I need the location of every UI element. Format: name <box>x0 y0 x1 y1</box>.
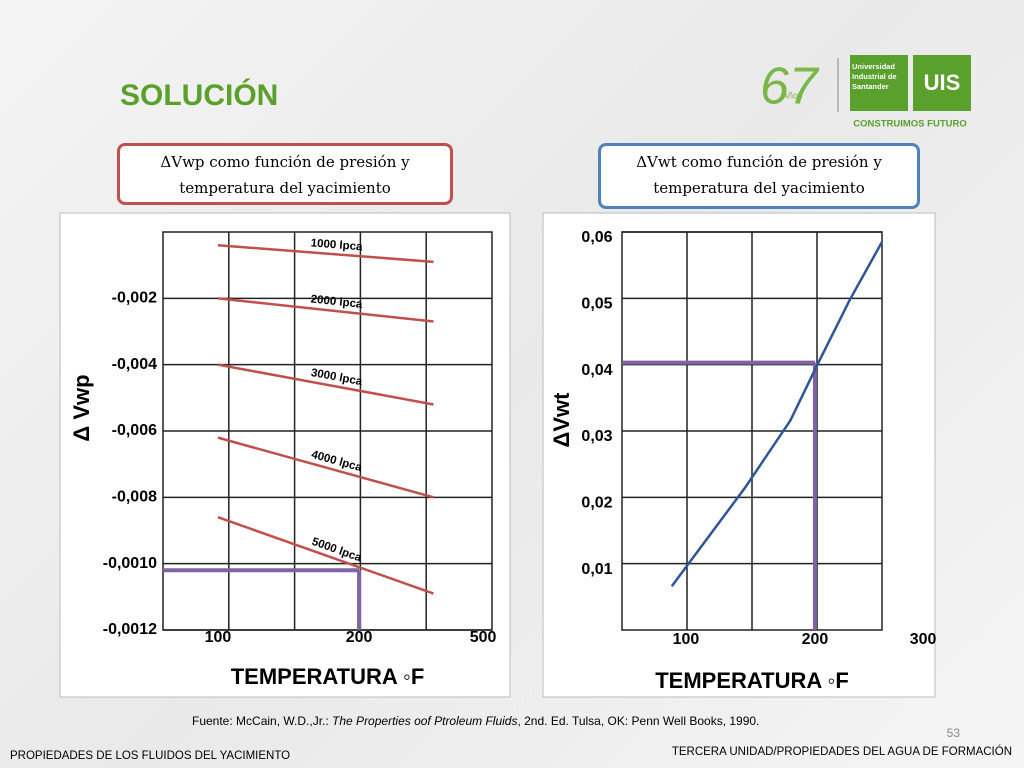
source-title: The Properties oof Ptroleum Fluids <box>332 714 517 728</box>
logo-university: Universidad Industrial de Santander <box>852 62 897 91</box>
y-axis-title: Δ Vwp <box>69 374 94 441</box>
logo-university-box: Universidad Industrial de Santander <box>852 62 897 91</box>
x-tick-label: 200 <box>346 629 373 646</box>
series-label: 1000 lpca <box>310 237 363 253</box>
source-text: , 2nd. Ed. Tulsa, OK: Penn Well Books, 1… <box>517 714 759 728</box>
x-tick-label: 200 <box>802 631 829 648</box>
chart-caption: ΔVwt como función de presión y temperatu… <box>598 143 920 209</box>
y-axis-title: ΔVwt <box>549 392 574 448</box>
footer-right: TERCERA UNIDAD/PROPIEDADES DEL AGUA DE F… <box>672 745 1012 758</box>
chart-frame <box>542 212 936 698</box>
y-tick-label: 0,03 <box>581 428 612 445</box>
logo-acronym-box <box>913 55 971 111</box>
x-axis-title: TEMPERATURA ◦F <box>231 664 425 689</box>
y-tick-label: 0,02 <box>581 495 612 512</box>
y-tick-label: -0,006 <box>112 422 157 439</box>
source-note: Fuente: McCain, W.D.,Jr.: The Properties… <box>192 714 759 728</box>
y-tick-label: -0,002 <box>112 290 157 307</box>
series-label: 2000 lpca <box>310 293 363 311</box>
y-tick-label: 0,01 <box>581 561 612 578</box>
logo-number: 67 <box>760 58 820 116</box>
page-number: 53 <box>947 726 961 740</box>
footer-left: PROPIEDADES DE LOS FLUIDOS DEL YACIMIENT… <box>10 750 290 762</box>
x-tick-label: 500 <box>470 629 497 646</box>
logo-years: Años <box>782 90 803 100</box>
y-tick-label: 0,06 <box>581 229 612 246</box>
series-line <box>217 436 434 499</box>
series-line <box>217 297 434 323</box>
series-line <box>670 241 884 587</box>
logo-acronym: UIS <box>924 70 961 95</box>
y-tick-label: -0,0012 <box>103 621 157 638</box>
y-tick-label: 0,04 <box>581 362 612 379</box>
slide-title: SOLUCIÓN <box>120 78 278 112</box>
series-line <box>217 516 434 595</box>
x-tick-label: 100 <box>205 629 232 646</box>
y-tick-label: 0,05 <box>581 296 612 313</box>
chart-caption: ΔVwp como función de presión y temperatu… <box>117 143 453 205</box>
logo-box <box>850 55 908 111</box>
y-tick-label: -0,008 <box>112 489 157 506</box>
y-tick-label: -0,0010 <box>103 555 157 572</box>
x-tick-label: 100 <box>673 631 700 648</box>
logo-motto: CONSTRUIMOS FUTURO <box>853 119 966 130</box>
source-text: Fuente: McCain, W.D.,Jr.: <box>192 714 332 728</box>
series-line <box>217 244 434 264</box>
x-tick-label: 300 <box>910 631 937 648</box>
y-tick-label: -0,004 <box>112 356 157 373</box>
series-line <box>217 363 434 406</box>
x-axis-title: TEMPERATURA ◦F <box>655 668 849 693</box>
